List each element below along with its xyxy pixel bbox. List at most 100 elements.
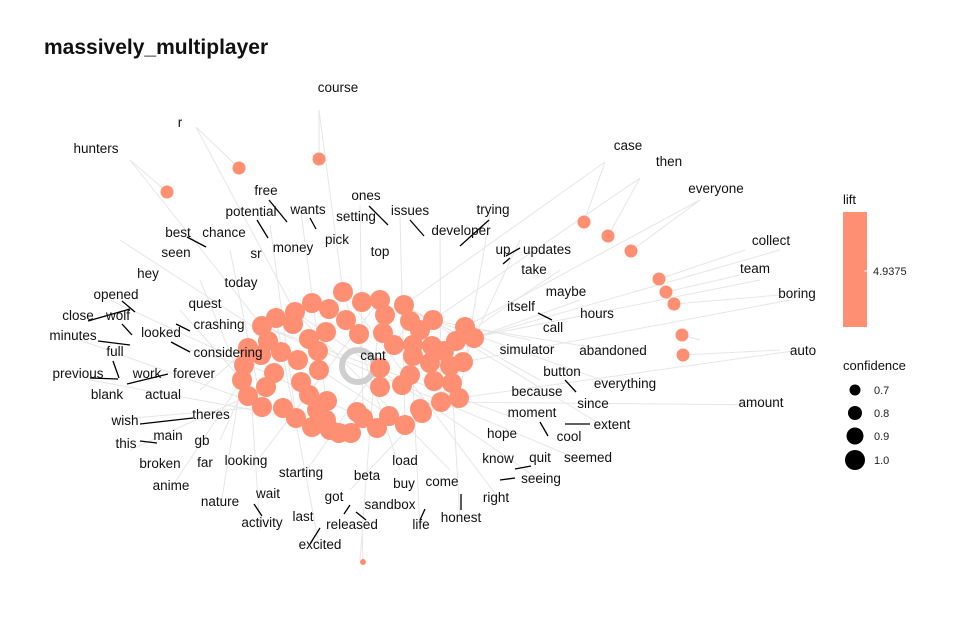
edge [673, 294, 781, 305]
graph-node [431, 392, 451, 412]
word-label: seeing [521, 471, 561, 486]
legend-dot-1 [848, 406, 862, 420]
graph-node [349, 324, 369, 344]
word-label: looked [141, 325, 181, 340]
edge [403, 161, 606, 306]
graph-node [251, 345, 271, 365]
label-leader-line [499, 477, 516, 481]
graph-node [329, 423, 349, 443]
graph-node [434, 341, 454, 361]
label-leader-line [121, 323, 133, 336]
word-label: setting [336, 209, 376, 224]
edge [199, 347, 249, 391]
word-label: cool [557, 429, 582, 444]
word-label: right [483, 490, 510, 505]
word-label: starting [279, 465, 323, 480]
graph-node [370, 358, 390, 378]
word-label: close [62, 308, 94, 323]
label-leader-line [112, 360, 120, 379]
edge [342, 291, 501, 501]
word-label: anime [153, 478, 190, 493]
word-label: last [292, 509, 313, 524]
word-label: released [326, 517, 378, 532]
word-label: looking [225, 453, 268, 468]
graph-node [410, 399, 430, 419]
word-label: sr [250, 246, 262, 261]
graph-node [309, 360, 329, 380]
word-label: because [511, 384, 562, 399]
label-leader-line [186, 236, 207, 248]
word-label: chance [202, 225, 246, 240]
graph-node [400, 365, 420, 385]
word-label: developer [431, 223, 491, 238]
graph-node [283, 314, 303, 334]
label-leader-line [355, 511, 367, 521]
legend-conf-label-1: 0.8 [874, 408, 889, 420]
label-leader-line [89, 377, 119, 380]
graph-node [440, 356, 460, 376]
label-leader-line [502, 257, 511, 265]
graph-node [308, 341, 328, 361]
word-label: load [392, 453, 418, 468]
graph-node [659, 285, 673, 299]
word-label: quit [529, 450, 551, 465]
graph-node [232, 370, 252, 390]
word-label: issues [391, 203, 430, 218]
edge [473, 249, 781, 339]
graph-node [252, 316, 272, 336]
graph-node [624, 244, 638, 258]
word-label: team [740, 261, 770, 276]
graph-node [347, 402, 367, 422]
label-leader-line [139, 417, 194, 425]
edge [195, 126, 296, 313]
edge [455, 279, 761, 342]
leader-line-layer [87, 199, 590, 545]
word-label: r [178, 115, 183, 130]
label-leader-line [126, 373, 169, 385]
graph-node [316, 410, 336, 430]
word-label: main [153, 428, 182, 443]
word-label: up [495, 242, 510, 257]
word-label: trying [476, 202, 509, 217]
graph-node [370, 377, 390, 397]
graph-node [286, 408, 306, 428]
word-label: since [577, 396, 609, 411]
edge [432, 319, 531, 341]
word-label: best [165, 225, 191, 240]
word-label-center: cant [360, 348, 386, 363]
edge [129, 395, 249, 451]
word-label: take [521, 262, 547, 277]
label-leader-line [419, 508, 426, 521]
label-leader-line [564, 379, 577, 393]
legend-lift-title: lift [843, 192, 856, 207]
word-label: course [318, 80, 359, 95]
word-label: crashing [193, 317, 244, 332]
word-label: activity [241, 515, 283, 530]
word-label: know [482, 451, 514, 466]
word-label: previous [52, 366, 103, 381]
word-label: seen [161, 245, 190, 260]
word-label: hope [487, 426, 517, 441]
graph-node [319, 299, 339, 319]
word-label: abandoned [579, 343, 647, 358]
word-label: full [106, 344, 123, 359]
graph-node [395, 415, 415, 435]
edge [630, 199, 701, 252]
word-label: theres [192, 407, 230, 422]
word-label: updates [523, 242, 571, 257]
graph-node [288, 350, 308, 370]
label-leader-line [170, 341, 191, 353]
word-label: top [371, 244, 390, 259]
word-label: wolf [105, 308, 130, 323]
graph-node [232, 161, 246, 175]
graph-node [676, 348, 690, 362]
label-leader-line [514, 465, 532, 470]
word-label: opened [93, 287, 138, 302]
word-label: broken [139, 456, 180, 471]
label-leader-line [309, 527, 321, 545]
edge [440, 401, 781, 406]
legend-conf-label-2: 0.9 [874, 431, 889, 443]
node-layer [160, 152, 690, 565]
label-leader-line [87, 308, 131, 322]
